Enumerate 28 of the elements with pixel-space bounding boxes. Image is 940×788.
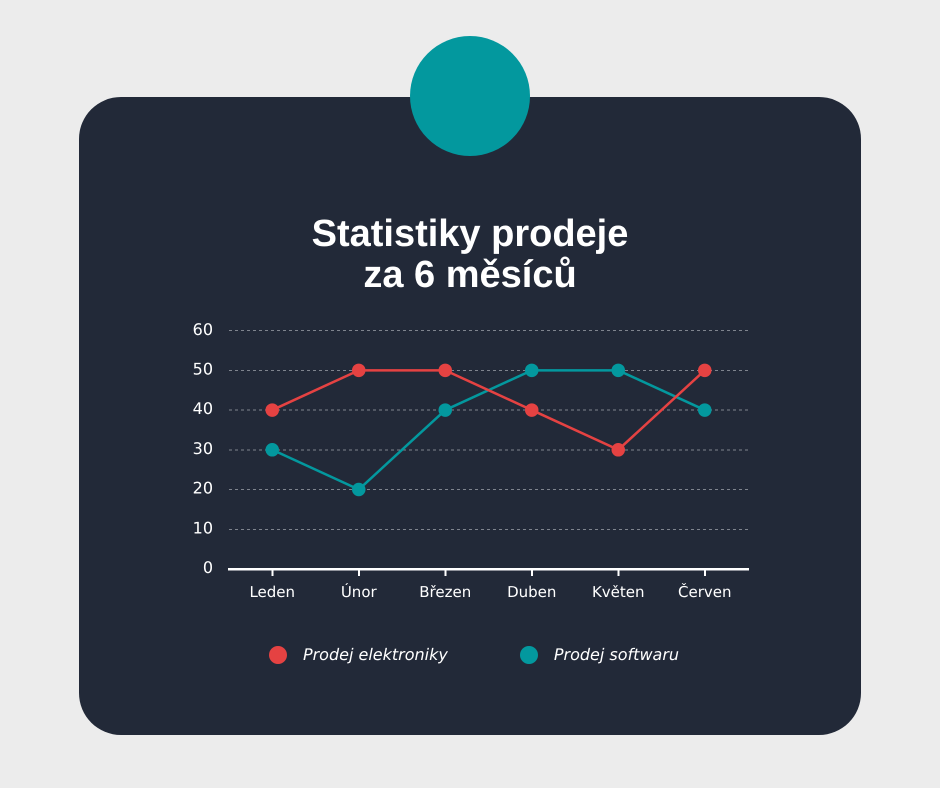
y-tick-label: 50 — [192, 359, 213, 378]
point — [438, 403, 452, 417]
point — [266, 403, 279, 417]
point — [352, 482, 366, 496]
x-tick-label: Únor — [340, 582, 378, 601]
point — [612, 364, 625, 378]
legend-label: Prodej softwaru — [554, 645, 680, 665]
x-tick-label: Duben — [507, 582, 556, 601]
point — [698, 403, 712, 417]
x-tick-label: Květen — [592, 582, 645, 601]
y-tick-label: 60 — [192, 320, 213, 339]
point — [266, 443, 279, 457]
y-tick-label: 40 — [192, 399, 213, 418]
y-tick-label: 20 — [192, 478, 213, 498]
y-tick-label: 10 — [192, 518, 213, 538]
x-tick-label: Červen — [678, 582, 732, 601]
point — [525, 364, 538, 378]
chart-title: Statistiky prodeje za 6 měsíců — [310, 213, 630, 296]
x-tick-label: Březen — [419, 582, 472, 601]
legend-label: Prodej elektroniky — [302, 645, 448, 665]
y-tick-label: 30 — [192, 438, 213, 458]
point — [612, 443, 625, 457]
point — [698, 364, 712, 378]
point — [352, 364, 366, 378]
point — [525, 403, 538, 417]
x-tick-label: Leden — [249, 582, 296, 601]
point — [438, 364, 452, 378]
y-tick-label: 0 — [202, 558, 213, 578]
